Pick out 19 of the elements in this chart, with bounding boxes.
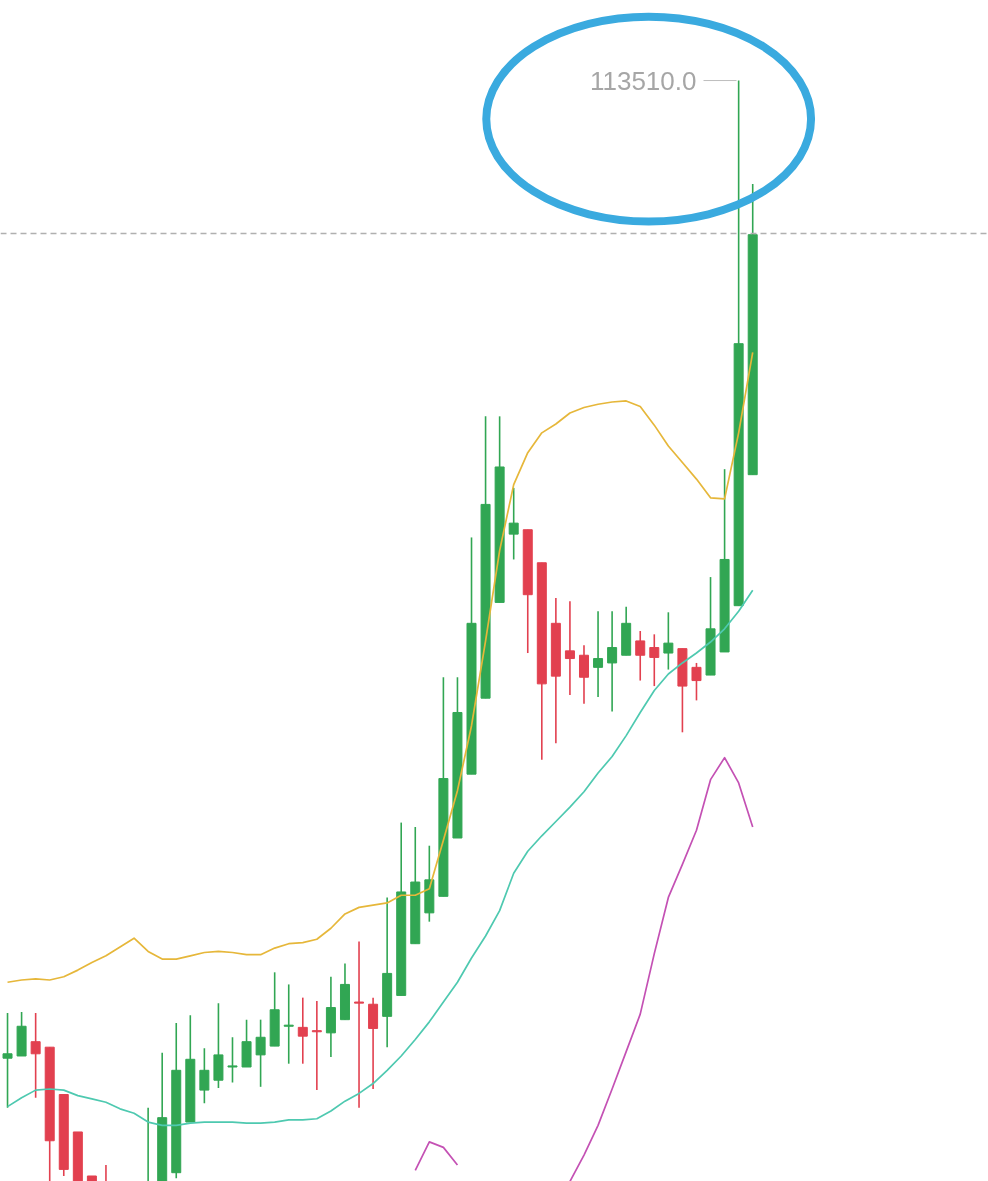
candlestick bbox=[227, 1036, 238, 1084]
annotation: 113510.0 bbox=[589, 65, 697, 96]
candlestick bbox=[635, 630, 646, 682]
candlestick bbox=[283, 983, 294, 1065]
candlestick bbox=[649, 633, 660, 687]
candlestick bbox=[30, 1012, 41, 1099]
candlestick bbox=[508, 487, 519, 561]
candlestick bbox=[691, 662, 702, 702]
candlestick bbox=[2, 1012, 13, 1109]
candlestick bbox=[564, 600, 575, 696]
candlestick bbox=[593, 610, 604, 698]
candlestick bbox=[354, 940, 365, 1109]
candlestick bbox=[297, 996, 308, 1065]
candlestick bbox=[607, 610, 618, 713]
candlestick bbox=[578, 644, 589, 705]
candlestick bbox=[311, 1000, 322, 1091]
candlestick bbox=[255, 1018, 266, 1088]
candlestick bbox=[663, 611, 674, 671]
candlestick bbox=[199, 1047, 210, 1105]
